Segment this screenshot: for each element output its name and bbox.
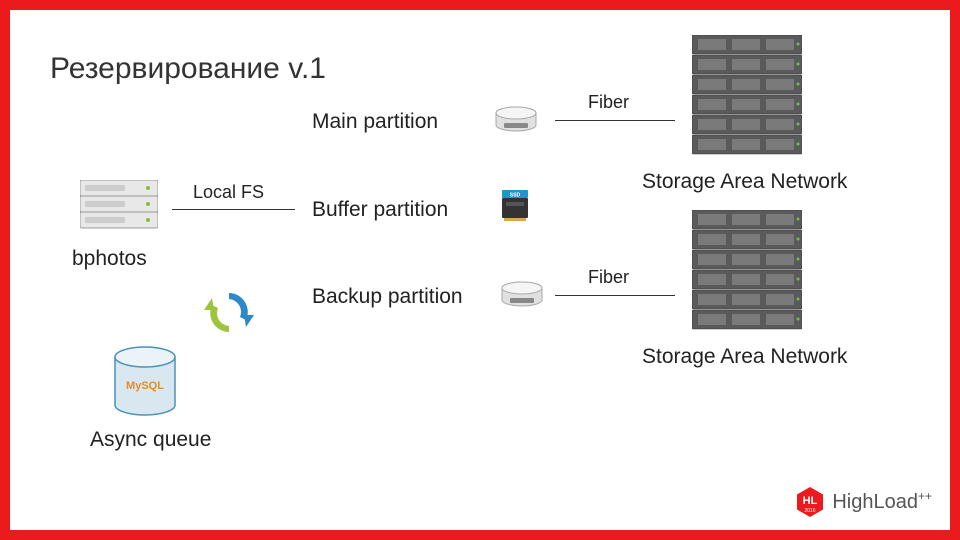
edge-localfs-label: Local FS bbox=[193, 182, 264, 203]
svg-text:SSD: SSD bbox=[510, 193, 521, 199]
highload-plusplus: ++ bbox=[918, 489, 932, 503]
storage-rack-icon bbox=[692, 210, 802, 330]
edge-fiber-2-label: Fiber bbox=[588, 267, 629, 288]
edge-fiber-1-label: Fiber bbox=[588, 92, 629, 113]
backup-partition-label: Backup partition bbox=[312, 285, 463, 309]
highload-logo: HL 2016 HighLoad++ bbox=[794, 486, 932, 518]
mysql-db-icon: MySQL bbox=[110, 345, 180, 417]
hard-drive-icon bbox=[494, 105, 538, 133]
hl-badge-text: HL bbox=[803, 495, 818, 507]
bphotos-label: bphotos bbox=[72, 247, 147, 271]
slide-canvas: Резервирование v.1 bphotos Local FS Main… bbox=[10, 10, 950, 530]
hl-badge-year: 2016 bbox=[805, 508, 816, 514]
edge-fiber-2 bbox=[555, 295, 675, 296]
hard-drive-icon bbox=[500, 280, 544, 308]
buffer-partition-label: Buffer partition bbox=[312, 198, 448, 222]
svg-text:MySQL: MySQL bbox=[126, 380, 164, 392]
san2-label: Storage Area Network bbox=[642, 345, 847, 369]
storage-rack-icon bbox=[692, 35, 802, 155]
main-partition-label: Main partition bbox=[312, 110, 438, 134]
async-queue-label: Async queue bbox=[90, 428, 211, 452]
edge-fiber-1 bbox=[555, 120, 675, 121]
page-title: Резервирование v.1 bbox=[50, 52, 326, 86]
san1-label: Storage Area Network bbox=[642, 170, 847, 194]
highload-brand: HighLoad++ bbox=[832, 491, 932, 514]
refresh-arrows-icon bbox=[202, 285, 257, 340]
server-stack-icon bbox=[80, 180, 158, 230]
edge-localfs bbox=[172, 209, 295, 210]
ssd-icon: SSD bbox=[500, 190, 530, 222]
hl-badge-icon: HL 2016 bbox=[794, 486, 826, 518]
